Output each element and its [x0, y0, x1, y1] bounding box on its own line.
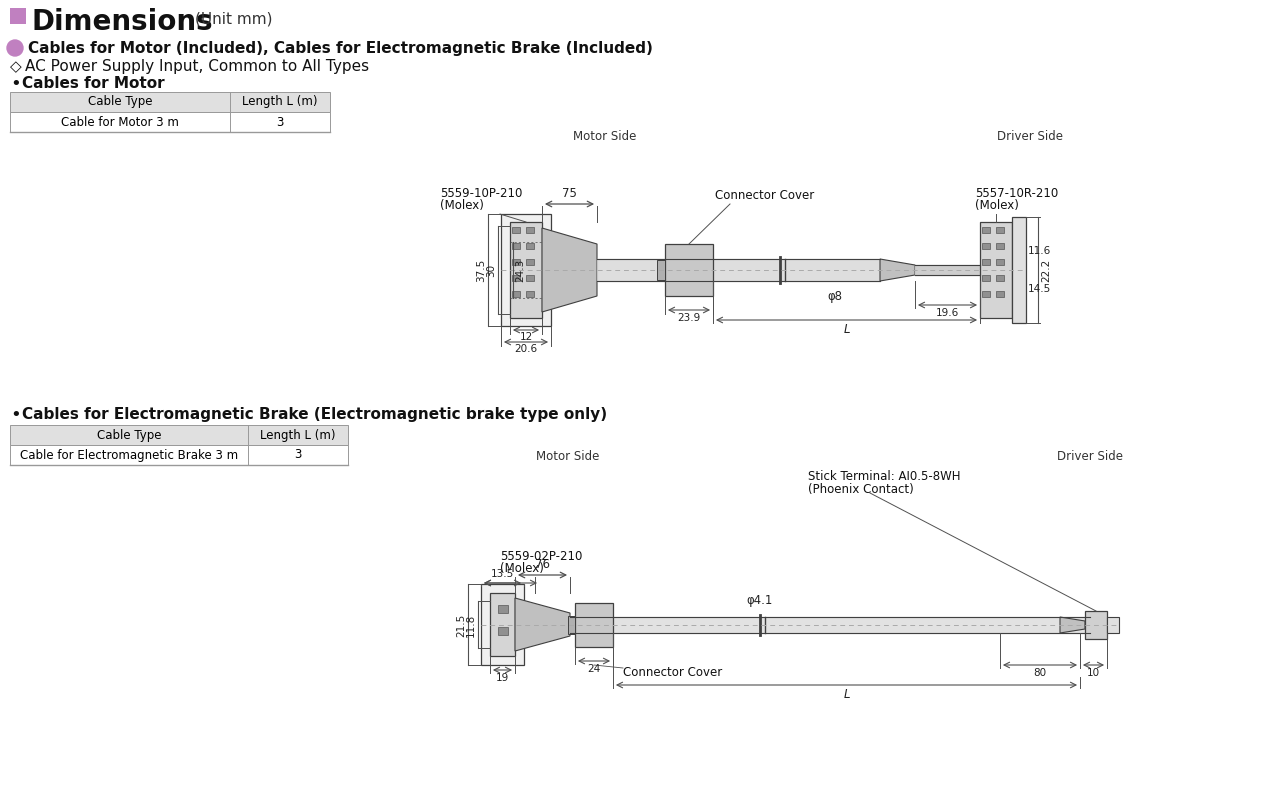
Bar: [10, 445, 348, 465]
Text: 24.3: 24.3: [515, 258, 525, 281]
Text: 19.6: 19.6: [936, 308, 959, 318]
Bar: [512, 259, 520, 265]
Bar: [982, 259, 989, 265]
Text: 80: 80: [1033, 668, 1047, 678]
Bar: [512, 227, 520, 233]
Text: Dimensions: Dimensions: [32, 8, 214, 36]
Bar: [575, 603, 613, 647]
Text: 20.6: 20.6: [515, 344, 538, 354]
Bar: [982, 291, 989, 297]
Text: 5559-10P-210: 5559-10P-210: [440, 187, 522, 200]
Text: Cable for Motor 3 m: Cable for Motor 3 m: [61, 115, 179, 129]
Text: 11.6: 11.6: [1028, 246, 1051, 256]
Text: 19: 19: [495, 673, 509, 683]
Text: 12: 12: [520, 332, 532, 342]
Text: L: L: [844, 323, 850, 336]
Bar: [500, 214, 550, 326]
Bar: [498, 605, 507, 613]
Text: Length L (m): Length L (m): [242, 95, 317, 108]
Text: 5559-02P-210: 5559-02P-210: [500, 550, 582, 563]
Text: Driver Side: Driver Side: [1057, 450, 1123, 463]
Text: 76: 76: [535, 558, 550, 571]
Text: Cables for Electromagnetic Brake (Electromagnetic brake type only): Cables for Electromagnetic Brake (Electr…: [22, 408, 607, 422]
Text: Motor Side: Motor Side: [536, 450, 600, 463]
Text: 13.5: 13.5: [490, 569, 515, 579]
Bar: [526, 259, 534, 265]
Text: 10: 10: [1087, 668, 1100, 678]
Polygon shape: [541, 228, 596, 312]
Bar: [509, 222, 541, 318]
Bar: [996, 291, 1004, 297]
Text: AC Power Supply Input, Common to All Types: AC Power Supply Input, Common to All Typ…: [26, 60, 369, 75]
Text: Connector Cover: Connector Cover: [716, 189, 814, 202]
Text: 5557-10R-210: 5557-10R-210: [975, 187, 1059, 200]
Bar: [10, 112, 330, 132]
Text: 11.8: 11.8: [466, 614, 476, 637]
Bar: [526, 243, 534, 249]
Bar: [982, 275, 989, 281]
Text: (Molex): (Molex): [440, 199, 484, 212]
Text: ◇: ◇: [10, 60, 22, 75]
Bar: [980, 222, 1012, 318]
Text: 14.5: 14.5: [1028, 284, 1051, 294]
Bar: [526, 227, 534, 233]
Circle shape: [6, 40, 23, 56]
Bar: [10, 92, 330, 112]
Text: 23.9: 23.9: [677, 313, 700, 323]
Bar: [1085, 611, 1107, 639]
Text: Cable for Electromagnetic Brake 3 m: Cable for Electromagnetic Brake 3 m: [20, 448, 238, 462]
Bar: [996, 275, 1004, 281]
Polygon shape: [515, 598, 570, 651]
Bar: [996, 259, 1004, 265]
Polygon shape: [881, 259, 915, 281]
Text: (Molex): (Molex): [975, 199, 1019, 212]
Text: Cables for Motor (Included), Cables for Electromagnetic Brake (Included): Cables for Motor (Included), Cables for …: [28, 41, 653, 56]
Text: Cables for Motor: Cables for Motor: [22, 76, 165, 91]
Text: Stick Terminal: AI0.5-8WH: Stick Terminal: AI0.5-8WH: [808, 470, 960, 483]
Text: 22.2: 22.2: [1041, 258, 1051, 281]
Bar: [1012, 217, 1027, 323]
Bar: [982, 243, 989, 249]
Text: Motor Side: Motor Side: [573, 130, 636, 143]
Text: 24: 24: [588, 664, 600, 674]
Bar: [512, 291, 520, 297]
Text: 3: 3: [294, 448, 302, 462]
Text: Cable Type: Cable Type: [88, 95, 152, 108]
Text: φ8: φ8: [827, 290, 842, 303]
Text: Connector Cover: Connector Cover: [623, 666, 722, 679]
Bar: [1107, 617, 1119, 633]
Text: •: •: [10, 406, 20, 424]
Bar: [657, 260, 666, 280]
Bar: [568, 616, 575, 634]
Bar: [10, 425, 348, 445]
Text: 3: 3: [276, 115, 284, 129]
Text: •: •: [10, 75, 20, 93]
Bar: [512, 275, 520, 281]
Polygon shape: [1060, 617, 1085, 633]
Bar: [996, 243, 1004, 249]
Text: (Molex): (Molex): [500, 562, 544, 575]
Text: Driver Side: Driver Side: [997, 130, 1062, 143]
Text: 30: 30: [486, 263, 497, 277]
Text: Length L (m): Length L (m): [260, 429, 335, 441]
Bar: [10, 8, 26, 24]
Text: 21.5: 21.5: [456, 614, 466, 637]
Text: (Unit mm): (Unit mm): [195, 12, 273, 27]
Text: 75: 75: [562, 187, 577, 200]
Bar: [512, 243, 520, 249]
Text: φ4.1: φ4.1: [746, 594, 773, 607]
Bar: [666, 244, 713, 296]
Text: (Phoenix Contact): (Phoenix Contact): [808, 483, 914, 496]
Bar: [982, 227, 989, 233]
Bar: [490, 593, 515, 656]
Bar: [498, 627, 507, 635]
Bar: [996, 227, 1004, 233]
Bar: [481, 584, 524, 665]
Text: L: L: [844, 688, 850, 701]
Text: 37.5: 37.5: [476, 258, 486, 281]
Text: Cable Type: Cable Type: [97, 429, 161, 441]
Bar: [526, 275, 534, 281]
Bar: [526, 291, 534, 297]
